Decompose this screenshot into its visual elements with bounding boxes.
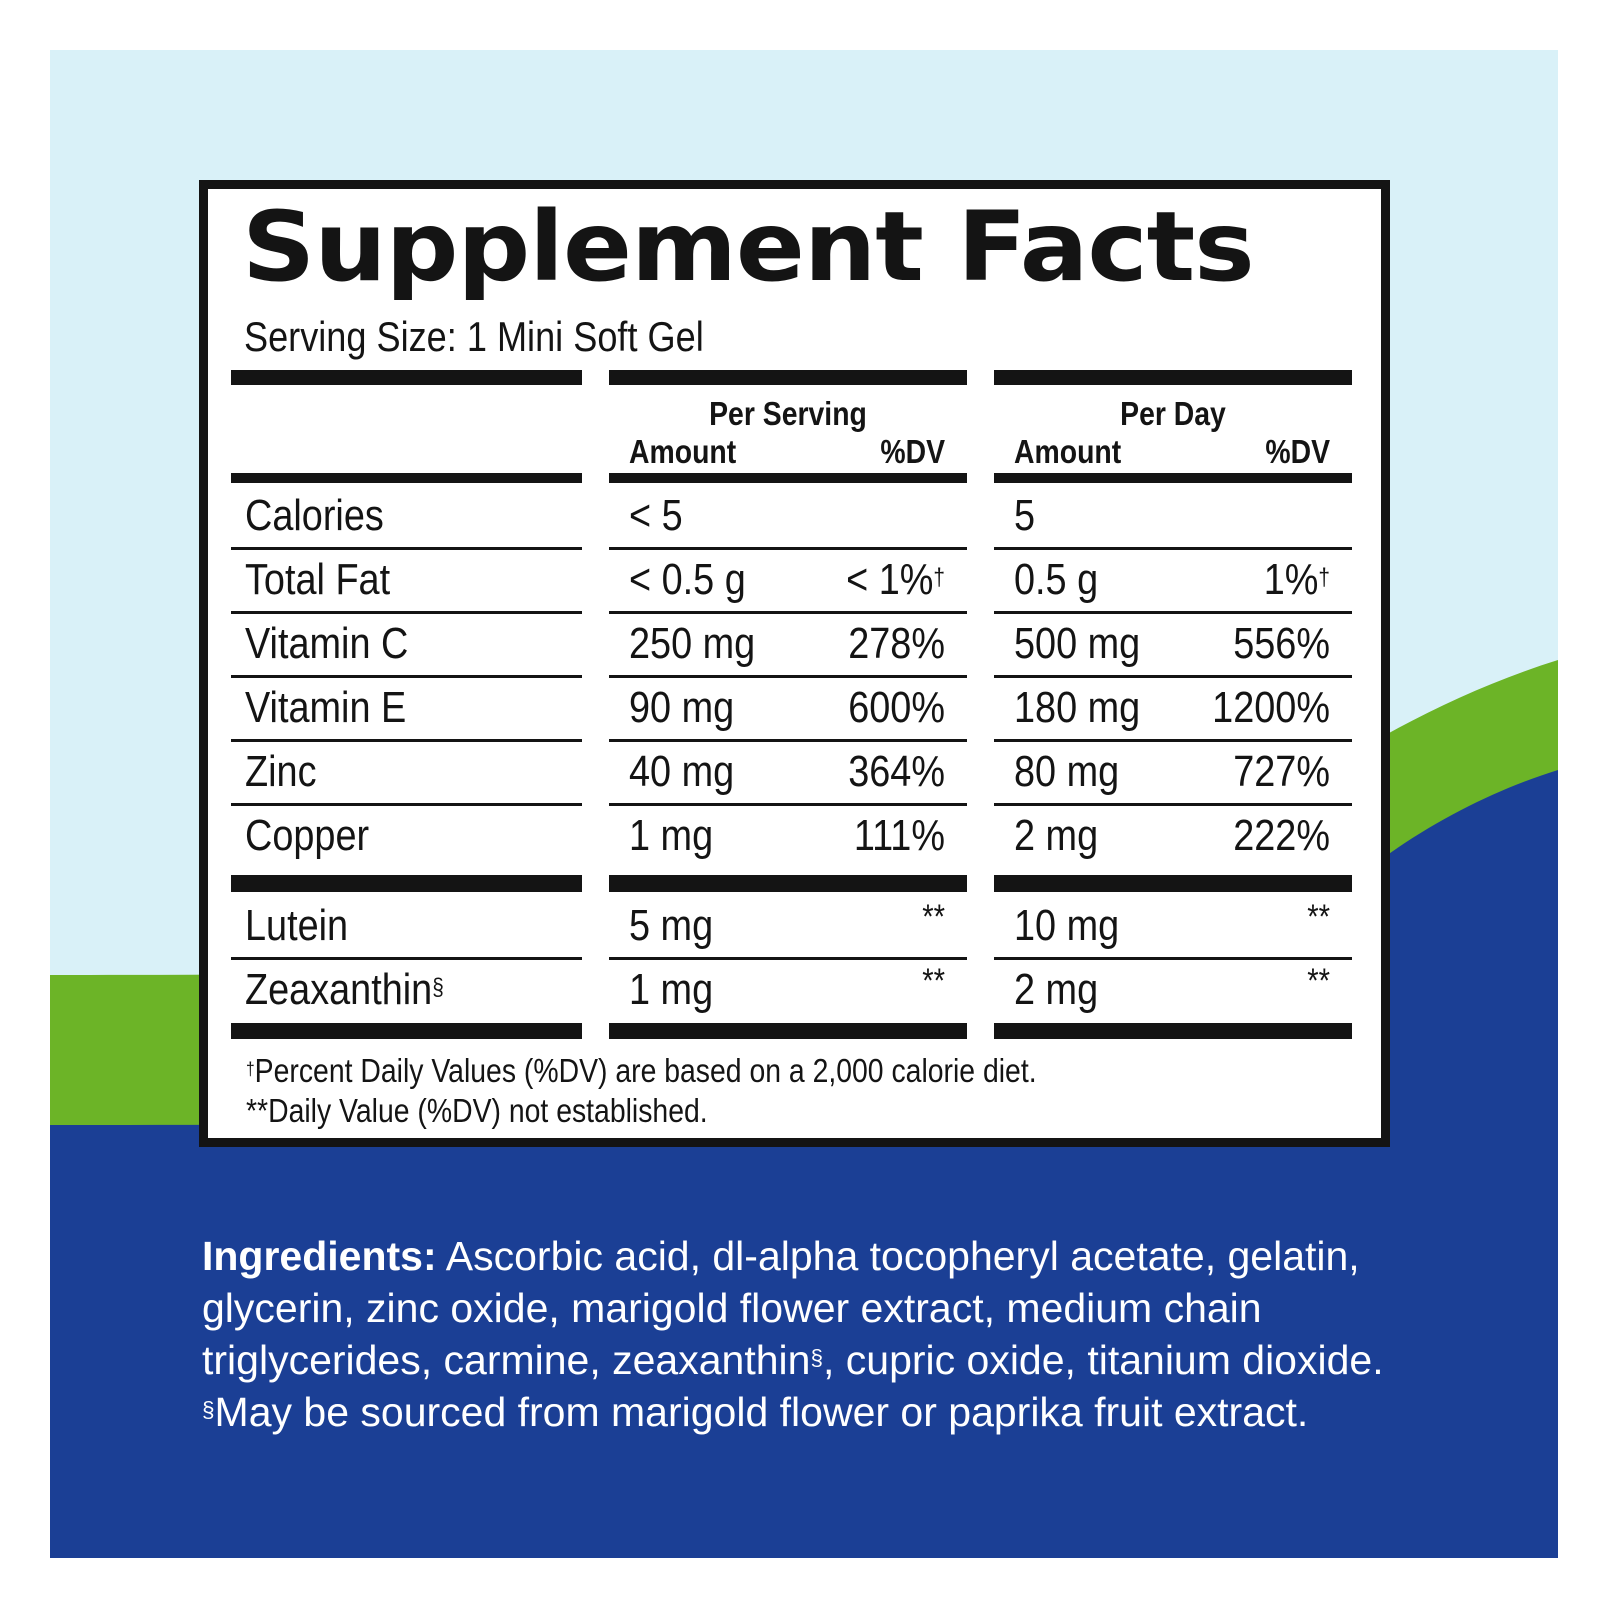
day-amount: 10 mg bbox=[1014, 901, 1120, 950]
serving-dv: 600% bbox=[848, 683, 945, 732]
nutrient-name: Copper bbox=[245, 811, 370, 860]
dagger-mark: † bbox=[246, 1059, 255, 1079]
bottom-bar-nutrient bbox=[231, 1023, 582, 1039]
row-divider bbox=[994, 675, 1352, 678]
day-amount: 180 mg bbox=[1014, 683, 1141, 732]
header-bar-day bbox=[994, 473, 1352, 483]
row-divider bbox=[231, 957, 582, 960]
ingredients-line: glycerin, zinc oxide, marigold flower ex… bbox=[202, 1285, 1262, 1331]
group-header-per-day: Per Day bbox=[1120, 395, 1226, 432]
day-dv: 1200% bbox=[1212, 683, 1330, 732]
ingredients-line: Ingredients: Ascorbic acid, dl-alpha toc… bbox=[202, 1233, 1360, 1279]
section-mark: § bbox=[432, 974, 444, 1001]
row-divider bbox=[231, 803, 582, 806]
mid-bar-nutrient bbox=[231, 875, 582, 892]
nutrient-name: Zeaxanthin§ bbox=[245, 965, 444, 1014]
ingredients-statement: Ingredients: Ascorbic acid, dl-alpha toc… bbox=[202, 1230, 1432, 1438]
row-divider bbox=[994, 547, 1352, 550]
row-divider bbox=[231, 675, 582, 678]
header-day-dv: %DV bbox=[1265, 433, 1330, 470]
section-mark: § bbox=[202, 1397, 215, 1422]
ingredients-heading: Ingredients: bbox=[202, 1233, 437, 1279]
serving-amount: < 0.5 g bbox=[629, 555, 746, 604]
top-bar-nutrient bbox=[231, 370, 582, 385]
header-serving-amount: Amount bbox=[629, 433, 737, 470]
row-divider bbox=[609, 675, 967, 678]
serving-dv: 111% bbox=[853, 811, 945, 860]
serving-amount: 250 mg bbox=[629, 619, 756, 668]
row-divider bbox=[609, 957, 967, 960]
header-bar-nutrient bbox=[231, 473, 582, 483]
ingredients-line: triglycerides, carmine, zeaxanthin§, cup… bbox=[202, 1337, 1384, 1383]
serving-amount: 1 mg bbox=[629, 965, 714, 1014]
row-divider bbox=[231, 611, 582, 614]
day-dv: 1%† bbox=[1263, 555, 1330, 604]
top-bar-day bbox=[994, 370, 1352, 385]
serving-dv: 278% bbox=[848, 619, 945, 668]
top-bar-serving bbox=[609, 370, 967, 385]
row-divider bbox=[609, 803, 967, 806]
nutrient-name: Vitamin E bbox=[245, 683, 407, 732]
day-amount: 0.5 g bbox=[1014, 555, 1099, 604]
day-amount: 2 mg bbox=[1014, 965, 1099, 1014]
day-amount: 500 mg bbox=[1014, 619, 1141, 668]
row-divider bbox=[994, 957, 1352, 960]
row-divider bbox=[994, 739, 1352, 742]
day-dv: ** bbox=[1307, 898, 1330, 936]
bottom-bar-serving bbox=[609, 1023, 967, 1039]
serving-size: Serving Size: 1 Mini Soft Gel bbox=[244, 313, 704, 360]
ingredients-source-note: §May be sourced from marigold flower or … bbox=[202, 1389, 1309, 1435]
dagger-mark: † bbox=[933, 564, 945, 591]
day-dv: 727% bbox=[1233, 747, 1330, 796]
row-divider bbox=[994, 803, 1352, 806]
header-day-amount: Amount bbox=[1014, 433, 1122, 470]
serving-dv: ** bbox=[922, 962, 945, 1000]
serving-amount: 1 mg bbox=[629, 811, 714, 860]
serving-amount: 90 mg bbox=[629, 683, 735, 732]
mid-bar-serving bbox=[609, 875, 967, 892]
day-amount: 80 mg bbox=[1014, 747, 1120, 796]
header-serving-dv: %DV bbox=[880, 433, 945, 470]
row-divider bbox=[609, 547, 967, 550]
mid-bar-day bbox=[994, 875, 1352, 892]
day-dv: 222% bbox=[1233, 811, 1330, 860]
dagger-mark: † bbox=[1318, 564, 1330, 591]
header-bar-serving bbox=[609, 473, 967, 483]
day-amount: 5 bbox=[1014, 491, 1036, 540]
row-divider bbox=[609, 739, 967, 742]
serving-dv: < 1%† bbox=[846, 555, 945, 604]
bottom-bar-day bbox=[994, 1023, 1352, 1039]
day-amount: 2 mg bbox=[1014, 811, 1099, 860]
serving-amount: 5 mg bbox=[629, 901, 714, 950]
nutrient-name: Calories bbox=[245, 491, 384, 540]
nutrient-name: Lutein bbox=[245, 901, 349, 950]
nutrient-name: Vitamin C bbox=[245, 619, 409, 668]
day-dv: ** bbox=[1307, 962, 1330, 1000]
day-dv: 556% bbox=[1233, 619, 1330, 668]
serving-dv: 364% bbox=[848, 747, 945, 796]
section-mark: § bbox=[810, 1345, 823, 1370]
nutrient-name: Total Fat bbox=[245, 555, 391, 604]
serving-amount: 40 mg bbox=[629, 747, 735, 796]
row-divider bbox=[609, 611, 967, 614]
group-header-per-serving: Per Serving bbox=[709, 395, 867, 432]
footnote-dv-not-established: **Daily Value (%DV) not established. bbox=[246, 1092, 708, 1129]
serving-amount: < 5 bbox=[629, 491, 683, 540]
package-panel: Supplement Facts Serving Size: 1 Mini So… bbox=[50, 50, 1558, 1558]
serving-dv: ** bbox=[922, 898, 945, 936]
row-divider bbox=[231, 739, 582, 742]
nutrient-name: Zinc bbox=[245, 747, 317, 796]
row-divider bbox=[231, 547, 582, 550]
row-divider bbox=[994, 611, 1352, 614]
supplement-facts-panel: Supplement Facts Serving Size: 1 Mini So… bbox=[199, 180, 1390, 1147]
facts-title: Supplement Facts bbox=[242, 191, 1255, 303]
footnote-dv-basis: †Percent Daily Values (%DV) are based on… bbox=[246, 1052, 1037, 1089]
